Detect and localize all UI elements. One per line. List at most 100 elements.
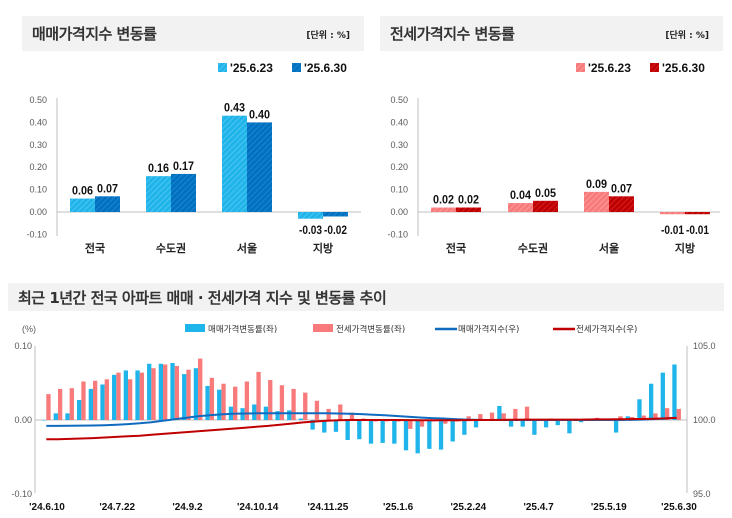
legend-swatch <box>313 324 333 332</box>
bar-jeonse-cur <box>533 200 558 212</box>
jeonse-change-bar <box>478 414 483 420</box>
jeonse-change-bar <box>524 406 530 420</box>
bar-jeonse-cur <box>456 207 481 212</box>
legend-label: 매매가격변동률(좌) <box>208 324 277 335</box>
legend-swatch <box>185 324 205 332</box>
jeonse-change-bar <box>618 416 623 420</box>
bar-jeonse-prev <box>508 203 533 212</box>
y-tick-label: 0.00 <box>390 207 408 217</box>
sale-change-bar <box>555 420 560 426</box>
data-label: 0.02 <box>433 193 454 207</box>
jeonse-change-bar <box>104 379 109 420</box>
y-tick-label: 0.50 <box>390 95 408 105</box>
y-tick-label: 0.50 <box>29 95 47 105</box>
y-right-tick-label: 95.0 <box>693 489 711 499</box>
jeonse-change-bar <box>186 369 191 420</box>
y-tick-label: -0.10 <box>387 229 408 239</box>
sale-change-bar <box>438 420 444 450</box>
legend-label: '25.6.23 <box>230 61 273 75</box>
sale-change-bar <box>450 420 455 442</box>
jeonse-change-bar <box>209 377 215 420</box>
jeonse-change-bar <box>46 394 51 420</box>
category-label: 지방 <box>313 241 333 255</box>
y-tick-label: 0.10 <box>29 185 47 195</box>
sale-change-bar <box>508 420 514 427</box>
legend-label: '25.6.23 <box>588 61 631 75</box>
sale-change-bar <box>123 370 129 420</box>
jeonse-change-bar <box>268 380 273 420</box>
jeonse-index-line <box>46 416 677 441</box>
y-left-tick-label: 0.10 <box>14 341 32 351</box>
x-tick-label: '24.7.22 <box>99 502 135 513</box>
x-tick-label: '25.2.24 <box>450 502 486 513</box>
x-tick-label: '24.10.14 <box>237 502 279 513</box>
bar-jeonse-prev <box>660 212 685 215</box>
jeonse-change-bar <box>244 381 250 420</box>
y-right-tick-label: 100.0 <box>693 415 716 425</box>
sale-change-bar <box>217 389 222 420</box>
jeonse-change-bar <box>128 379 133 420</box>
sale-change-bar <box>310 420 315 430</box>
bar-sale-prev <box>70 198 95 212</box>
bar-jeonse-cur <box>609 196 634 212</box>
bar-sale-cur <box>247 122 272 212</box>
data-label: 0.43 <box>224 101 245 115</box>
x-tick-label: '24.6.10 <box>29 502 65 513</box>
sale-change-bar <box>368 420 374 444</box>
sale-change-bar <box>182 374 187 420</box>
data-label: 0.07 <box>611 181 632 195</box>
sale-change-bar <box>520 420 525 427</box>
sale-change-bar <box>403 420 409 451</box>
sale-change-bar <box>648 383 654 420</box>
y-left-tick-label: 0.00 <box>14 415 32 425</box>
y-tick-label: 0.30 <box>29 140 47 150</box>
sale-change-bar <box>357 420 362 440</box>
sale-change-bar <box>637 399 642 420</box>
bar-jeonse-cur <box>685 212 710 215</box>
legend-swatch <box>576 63 585 72</box>
jeonse-change-bar <box>653 413 658 420</box>
sale-change-bar <box>672 364 677 420</box>
sale-change-bar <box>88 388 93 420</box>
jeonse-change-bar <box>338 404 343 420</box>
jeonse-change-bar <box>314 400 320 420</box>
sale-change-bar <box>252 404 257 420</box>
data-label: 0.16 <box>148 161 169 175</box>
bar-sale-cur <box>95 196 120 212</box>
y-tick-label: 0.20 <box>390 162 408 172</box>
sale-change-bar <box>578 420 584 423</box>
jeonse-change-bar <box>221 383 226 420</box>
jeonse-change-bar <box>163 364 168 420</box>
sale-change-bar <box>112 374 117 420</box>
data-label: 0.07 <box>97 181 118 195</box>
category-label: 지방 <box>675 241 695 255</box>
sale-change-bar <box>147 363 152 420</box>
jeonse-change-bar <box>326 408 331 420</box>
jeonse-change-bar <box>676 408 681 420</box>
data-label: 0.05 <box>535 186 556 200</box>
sale-change-bar <box>53 413 58 420</box>
jeonse-change-bar <box>57 388 63 420</box>
sale-change-bar <box>333 420 339 432</box>
sale-change-bar <box>532 420 537 435</box>
legend-swatch <box>218 63 227 72</box>
left-axis-unit: (%) <box>22 324 36 334</box>
data-label: -0.03 <box>299 223 322 237</box>
y-right-tick-label: 105.0 <box>693 341 716 351</box>
data-label: 0.17 <box>173 159 194 173</box>
sale-change-bar <box>65 413 70 420</box>
jeonse-change-bar <box>279 385 285 420</box>
jeonse-chart-header: 전세가격지수 변동률 [단위 : %] <box>380 16 723 51</box>
x-tick-label: '25.5.19 <box>591 502 627 513</box>
category-label: 서울 <box>237 241 257 255</box>
y-tick-label: 0.10 <box>390 185 408 195</box>
sale-change-bar <box>322 420 327 433</box>
trend-chart-title: 최근 1년간 전국 아파트 매매 · 전세가격 지수 및 변동률 추이 <box>18 289 387 307</box>
sale-change-bar <box>567 420 572 434</box>
sale-chart-header: 매매가격지수 변동률 [단위 : %] <box>22 16 364 51</box>
jeonse-change-bar <box>419 420 425 427</box>
jeonse-change-bar <box>513 408 518 420</box>
sale-change-bar <box>473 420 479 428</box>
jeonse-change-bar <box>501 413 506 420</box>
y-left-tick-label: -0.10 <box>11 489 32 499</box>
